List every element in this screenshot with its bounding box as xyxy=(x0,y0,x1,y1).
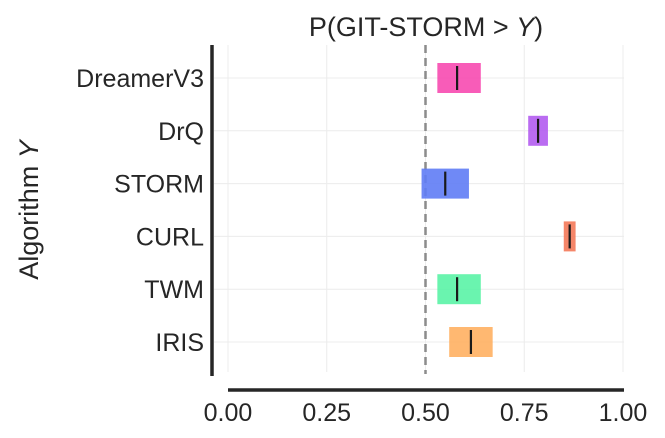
x-tick-label: 1.00 xyxy=(599,399,648,427)
category-label: DreamerV3 xyxy=(76,65,204,93)
y-axis-label: Algorithm Y xyxy=(14,138,44,280)
x-tick-label: 0.50 xyxy=(401,399,450,427)
category-label: CURL xyxy=(136,223,204,251)
x-tick-labels: 0.00 0.25 0.50 0.75 1.00 xyxy=(204,399,648,427)
chart-title: P(GIT-STORM > Y) xyxy=(309,12,543,42)
x-tick-label: 0.75 xyxy=(500,399,549,427)
category-label: DrQ xyxy=(158,118,204,146)
interval-bars xyxy=(421,63,576,357)
x-tick-label: 0.00 xyxy=(204,399,253,427)
interval-bar-dreamerv3 xyxy=(437,63,481,93)
x-tick-label: 0.25 xyxy=(302,399,351,427)
category-label: IRIS xyxy=(155,329,204,357)
category-label: STORM xyxy=(114,171,204,199)
grid xyxy=(214,45,624,372)
category-label: TWM xyxy=(144,276,204,304)
interval-bar-twm xyxy=(437,274,481,305)
category-labels: DreamerV3 DrQ STORM CURL TWM IRIS xyxy=(76,65,204,357)
